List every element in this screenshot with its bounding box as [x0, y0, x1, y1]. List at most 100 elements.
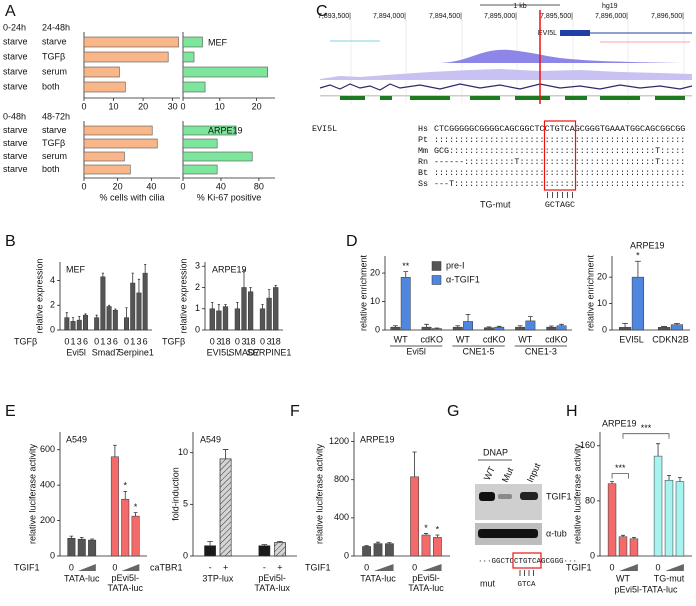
- bar: [182, 125, 237, 136]
- bar: [421, 534, 431, 557]
- error-bar: [677, 477, 682, 482]
- error-bar: [133, 512, 138, 517]
- bar: [216, 310, 222, 331]
- species: Pt: [418, 135, 428, 145]
- bar: [204, 545, 216, 557]
- error-bar: [261, 304, 264, 309]
- bar: [64, 317, 70, 331]
- error-bar: [224, 304, 227, 307]
- x-tick-label: 0: [235, 336, 240, 346]
- y-axis-label: relative expression: [34, 258, 44, 333]
- error-bar: [65, 312, 68, 318]
- significance: *: [436, 524, 440, 534]
- x-tick-label: +: [277, 562, 282, 572]
- group-label: pEvi5l-TATA-lux: [254, 573, 290, 593]
- x-tick-label: -: [263, 562, 266, 572]
- y-axis-label: relative expression: [178, 258, 188, 333]
- bar: [67, 538, 76, 557]
- error-bar: [90, 538, 94, 541]
- bar: [70, 321, 76, 331]
- error-bar: [95, 314, 98, 318]
- coordinate: 7,893,500|: [318, 13, 351, 20]
- bar: [182, 66, 268, 78]
- row-label: both: [42, 81, 60, 91]
- bar: [362, 546, 371, 557]
- bar: [124, 317, 130, 331]
- error-bar: [69, 535, 74, 539]
- significance: ***: [641, 423, 652, 433]
- y-tick-label: 20: [597, 272, 607, 282]
- band-label: TGIF1: [546, 491, 572, 501]
- y-tick-label: 10: [597, 298, 607, 308]
- blot-sequence: ···GGCTCCTGTCAGCGGG···: [478, 558, 577, 566]
- group-label: TATA-luc: [64, 573, 100, 583]
- x-tick-label: WT: [456, 334, 470, 344]
- y-tick-label: 0: [375, 324, 380, 334]
- assembly-label: hg19: [602, 3, 618, 10]
- x-tick-label: 1: [71, 336, 76, 346]
- x-tick-label: cdKO: [545, 334, 568, 344]
- significance: *: [134, 502, 138, 512]
- bar: [130, 282, 136, 331]
- error-bar: [635, 260, 641, 278]
- panel-label: H: [566, 403, 578, 420]
- coordinate: 7,894,000|: [373, 13, 406, 20]
- error-bar: [548, 325, 554, 328]
- sequence: ::::::::::::::::::::::::::::::::::::::::…: [434, 135, 685, 145]
- sequence: ::::::::::::::::::::::::::::::::::::::::…: [434, 168, 685, 178]
- bar: [112, 309, 118, 331]
- error-bar: [277, 541, 283, 543]
- gene-label: EVI5L: [538, 30, 557, 37]
- y-tick-label: 10: [370, 296, 380, 306]
- x-tick-label: 20: [138, 101, 148, 111]
- y-tick-label: 5: [183, 499, 188, 509]
- row-label: serum: [42, 151, 67, 161]
- x-tick-label: 3: [267, 336, 272, 346]
- chart-title: ARPE19: [212, 264, 247, 274]
- error-bar: [621, 534, 625, 537]
- significance: *: [636, 251, 640, 261]
- error-bar: [125, 307, 128, 318]
- group-label: Smad7: [92, 347, 121, 357]
- error-bar: [107, 304, 111, 307]
- x-tick-label: 0: [124, 336, 129, 346]
- y-tick-label: 200: [40, 515, 55, 525]
- motif-box: [512, 552, 542, 569]
- group-label: TATA-luc: [360, 573, 396, 583]
- coordinate: 7,896,000|: [595, 13, 628, 20]
- mutation-sequence: GTCA: [518, 581, 537, 589]
- x-tick-label: 0: [69, 562, 74, 572]
- error-bar: [222, 449, 229, 459]
- error-bar: [435, 534, 440, 538]
- lane-label: WT: [482, 464, 497, 481]
- bar: [463, 321, 473, 331]
- x-axis-label: % Ki-67 positive: [197, 192, 262, 202]
- x-tick-label: 0: [610, 562, 615, 572]
- error-bar: [274, 284, 277, 288]
- dose-triangle: [373, 564, 394, 571]
- bar: [653, 455, 663, 557]
- band: [520, 492, 538, 500]
- x-tick-label: 0: [112, 562, 117, 572]
- band: [498, 494, 512, 499]
- x-tick-label: 18: [246, 336, 256, 346]
- bar: [83, 164, 131, 175]
- y-tick-label: 80: [585, 495, 595, 505]
- panel-label: C: [316, 3, 328, 20]
- group-label: 3TP-lux: [202, 573, 234, 583]
- bar: [431, 328, 442, 331]
- coverage-track: [320, 49, 692, 63]
- row-label: starve: [42, 36, 67, 46]
- error-bar: [661, 326, 667, 328]
- error-bar: [144, 264, 147, 274]
- legend-label: α-TGIF1: [446, 274, 480, 284]
- bar: [452, 326, 463, 331]
- bar: [222, 306, 229, 331]
- error-bar: [78, 316, 81, 321]
- x-tick-label: 20: [113, 181, 123, 191]
- bar: [494, 326, 505, 331]
- band: [478, 529, 538, 538]
- error-bar: [465, 313, 471, 322]
- error-bar: [79, 537, 84, 540]
- error-bar: [610, 481, 615, 484]
